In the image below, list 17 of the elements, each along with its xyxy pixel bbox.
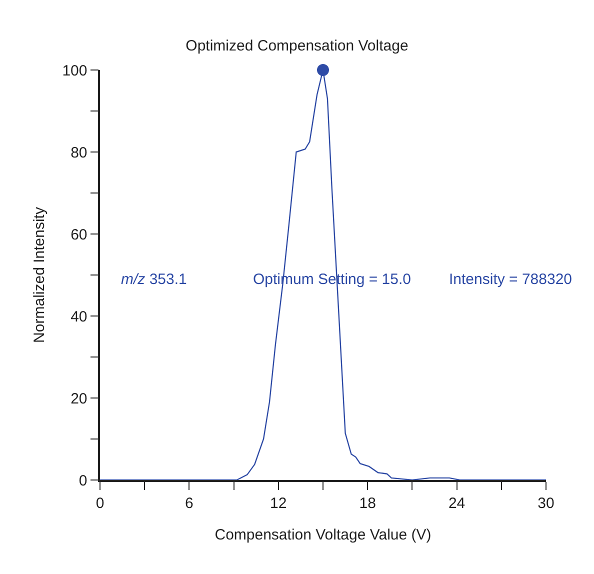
- annotation: m/z 353.1: [121, 271, 187, 288]
- chart-title: Optimized Compensation Voltage: [186, 38, 408, 55]
- annotation: Intensity = 788320: [449, 271, 572, 288]
- x-tick-label: 6: [185, 494, 194, 512]
- y-tick-label: 40: [70, 308, 88, 326]
- x-tick-label: 18: [359, 494, 376, 512]
- y-tick-label: 0: [78, 472, 88, 490]
- y-axis-title: Normalized Intensity: [30, 206, 48, 343]
- x-axis-title: Compensation Voltage Value (V): [214, 526, 432, 544]
- y-tick-label: 60: [70, 226, 88, 244]
- x-tick-label: 30: [538, 494, 554, 512]
- y-tick-label: 100: [62, 62, 88, 80]
- y-tick-label: 80: [70, 144, 88, 162]
- x-tick-label: 24: [448, 494, 466, 512]
- x-tick-label: 0: [96, 494, 104, 512]
- y-tick-label: 20: [70, 390, 88, 408]
- x-tick-label: 12: [270, 494, 287, 512]
